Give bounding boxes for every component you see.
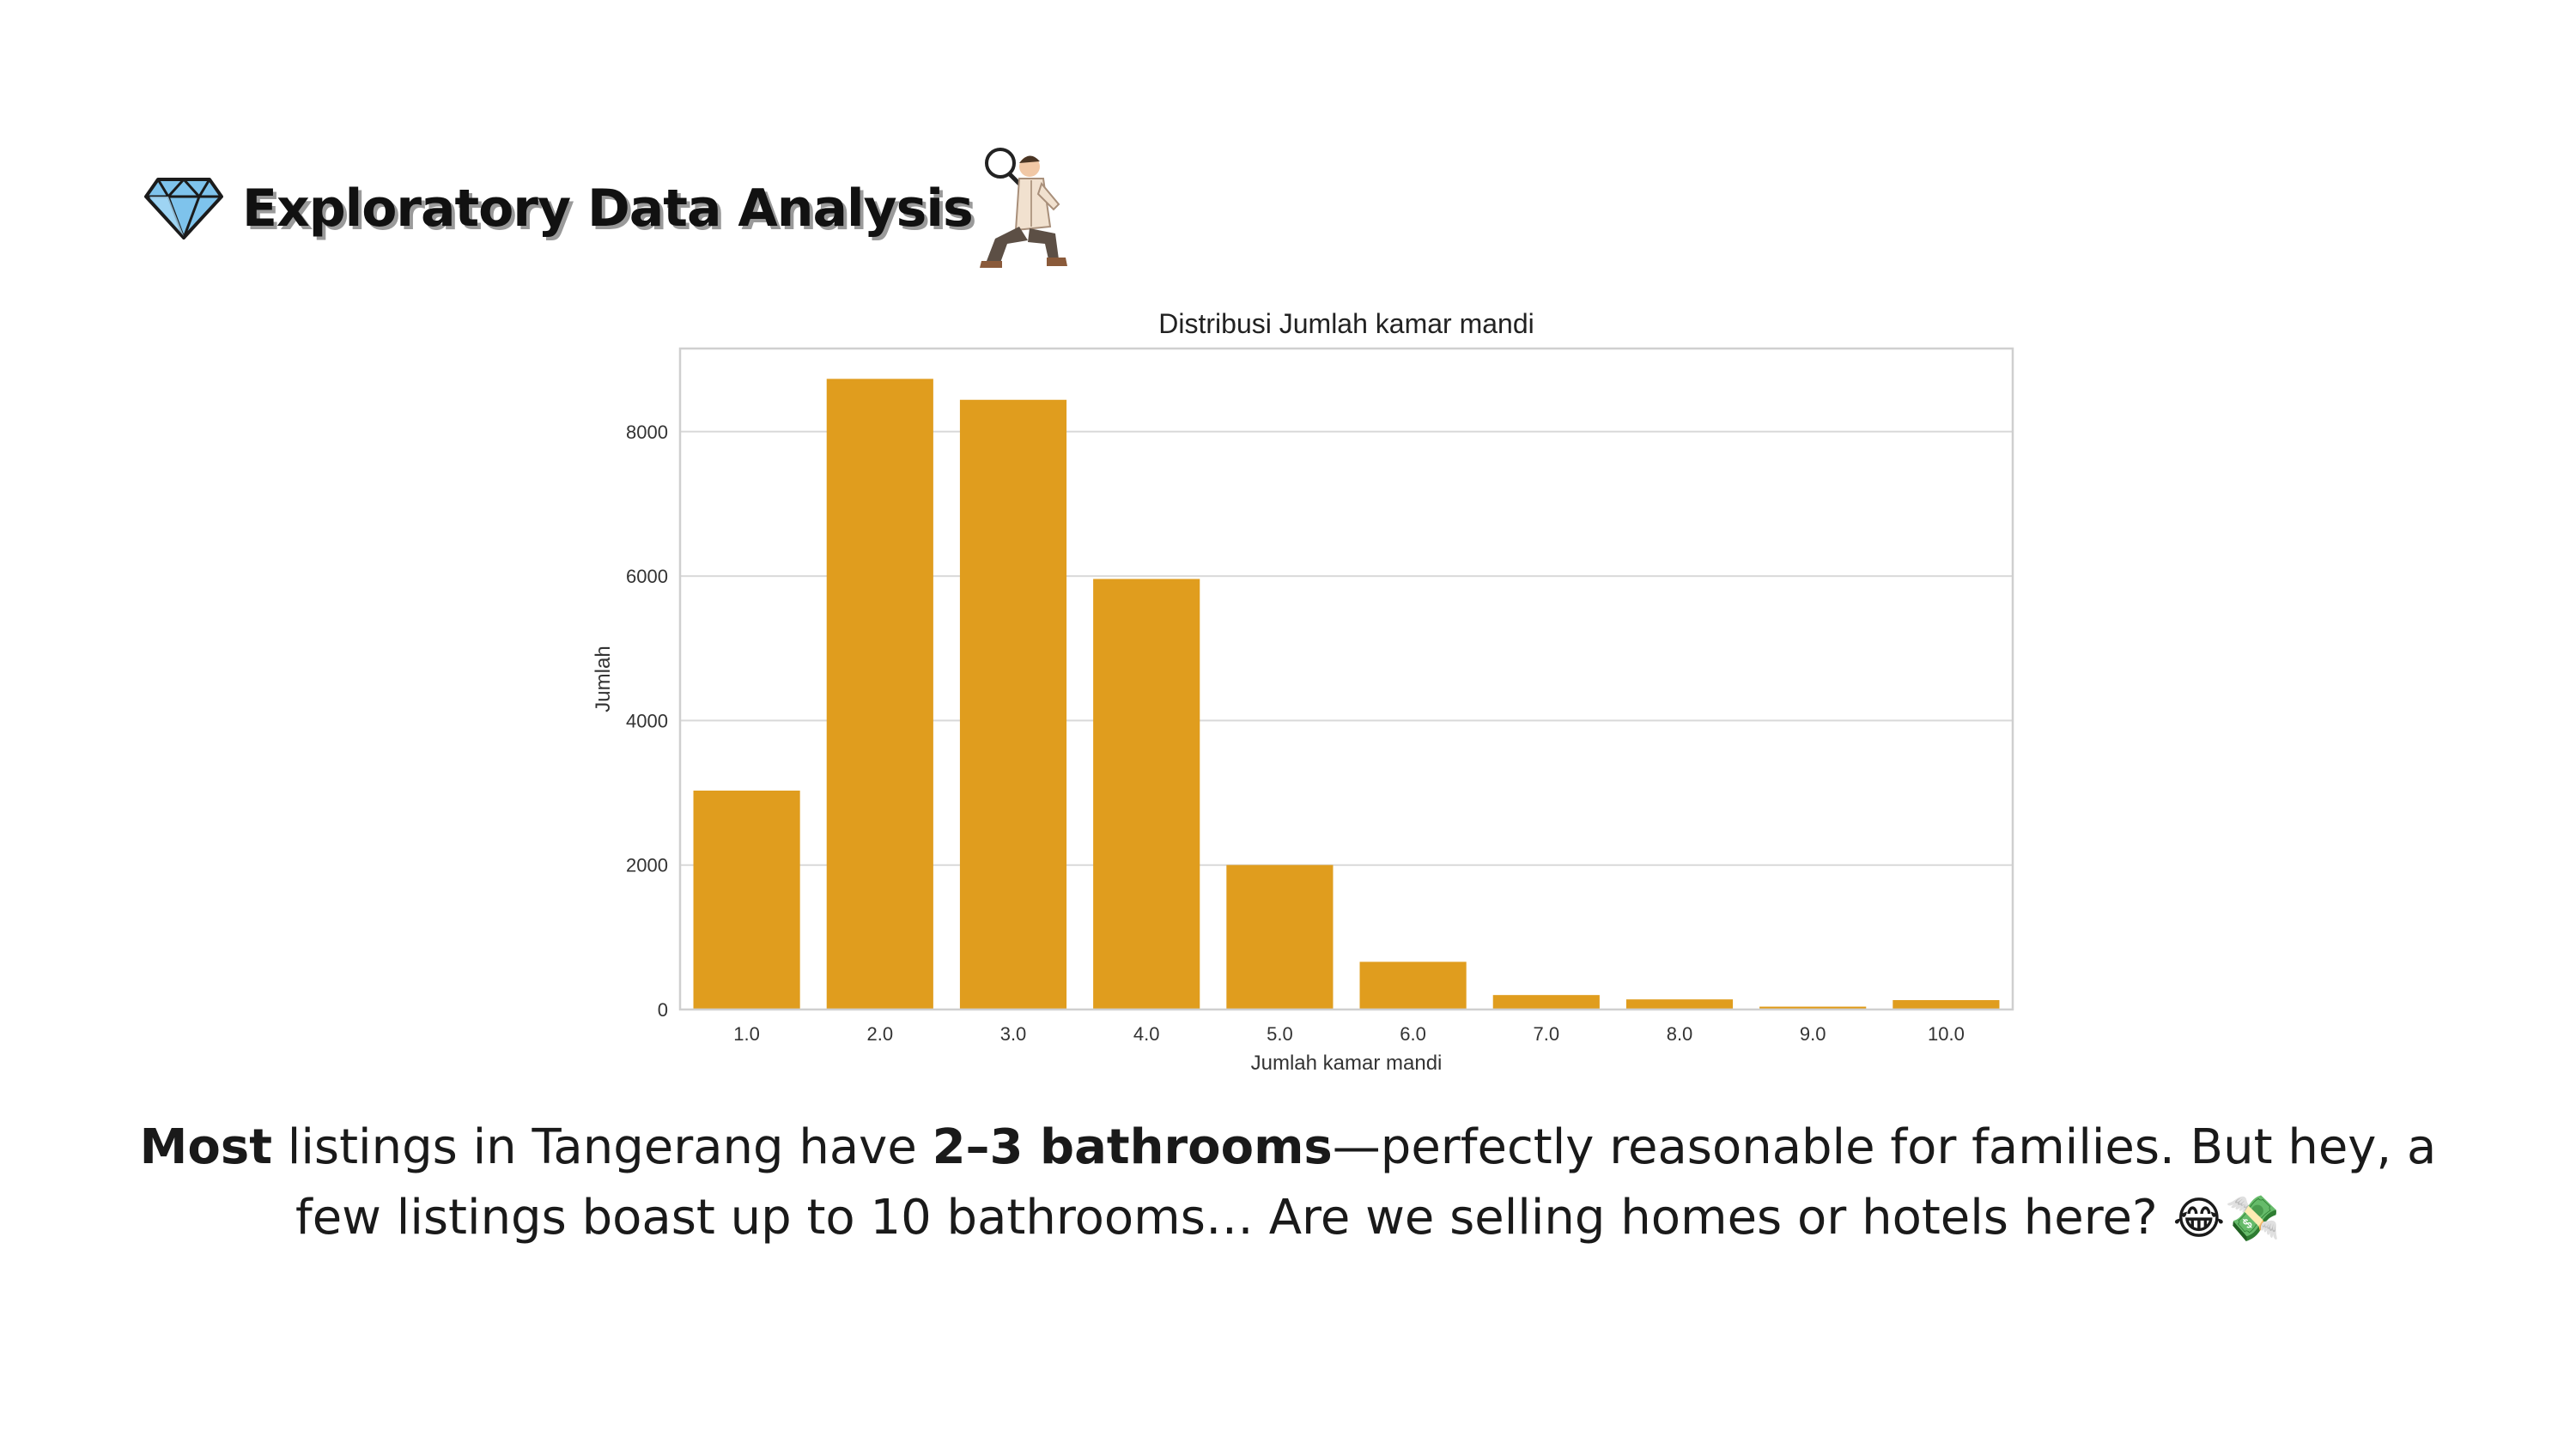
- y-tick-label: 6000: [626, 566, 668, 587]
- x-tick-label: 4.0: [1133, 1023, 1160, 1045]
- bar: [1625, 999, 1734, 1009]
- bar: [1359, 961, 1467, 1009]
- x-tick-label: 8.0: [1667, 1023, 1693, 1045]
- caption-text-1: listings in Tangerang have: [271, 1119, 933, 1175]
- x-tick-label: 1.0: [733, 1023, 760, 1045]
- bar-chart: Distribusi Jumlah kamar mandi 0 2000 4000 60…: [592, 308, 2014, 1075]
- x-tick-label: 9.0: [1800, 1023, 1826, 1045]
- bar: [693, 791, 800, 1009]
- chart-container: Distribusi Jumlah kamar mandi 0 2000 4000 60…: [567, 300, 2026, 1090]
- x-tick-label: 3.0: [1000, 1023, 1027, 1045]
- y-tick-label: 8000: [626, 421, 668, 443]
- bar: [1759, 1006, 1867, 1009]
- x-tick-label: 7.0: [1534, 1023, 1560, 1045]
- x-tick-label: 5.0: [1267, 1023, 1293, 1045]
- y-axis-label: Jumlah: [592, 646, 615, 712]
- bar: [1492, 995, 1600, 1009]
- y-tick-label: 0: [658, 999, 668, 1021]
- chart-title: Distribusi Jumlah kamar mandi: [1158, 308, 1534, 339]
- y-tick-label: 2000: [626, 855, 668, 876]
- bar: [1893, 1000, 2000, 1009]
- x-tick-label: 6.0: [1400, 1023, 1426, 1045]
- y-tick-label: 4000: [626, 710, 668, 731]
- laughing-money-emoji-icon: 😂💸: [2172, 1193, 2281, 1245]
- caption-text-2: —perfectly reasonable for families. But …: [295, 1119, 2437, 1246]
- caption-bold-bathrooms: 2–3 bathrooms: [932, 1119, 1333, 1175]
- x-tick-label: 10.0: [1928, 1023, 1965, 1045]
- caption: Most listings in Tangerang have 2–3 bath…: [129, 1113, 2447, 1254]
- x-tick-label: 2.0: [867, 1023, 894, 1045]
- page-title: Exploratory Data Analysis: [242, 179, 974, 239]
- bar: [1226, 864, 1334, 1009]
- bar: [1093, 579, 1200, 1009]
- caption-bold-most: Most: [139, 1119, 272, 1175]
- plot-frame: [678, 347, 2014, 1011]
- detective-icon: [979, 148, 1067, 268]
- header: Exploratory Data Analysis: [144, 144, 1088, 273]
- bar: [826, 379, 933, 1010]
- diamond-icon: [144, 178, 223, 239]
- bar: [959, 399, 1067, 1009]
- x-axis-label: Jumlah kamar mandi: [1251, 1052, 1443, 1075]
